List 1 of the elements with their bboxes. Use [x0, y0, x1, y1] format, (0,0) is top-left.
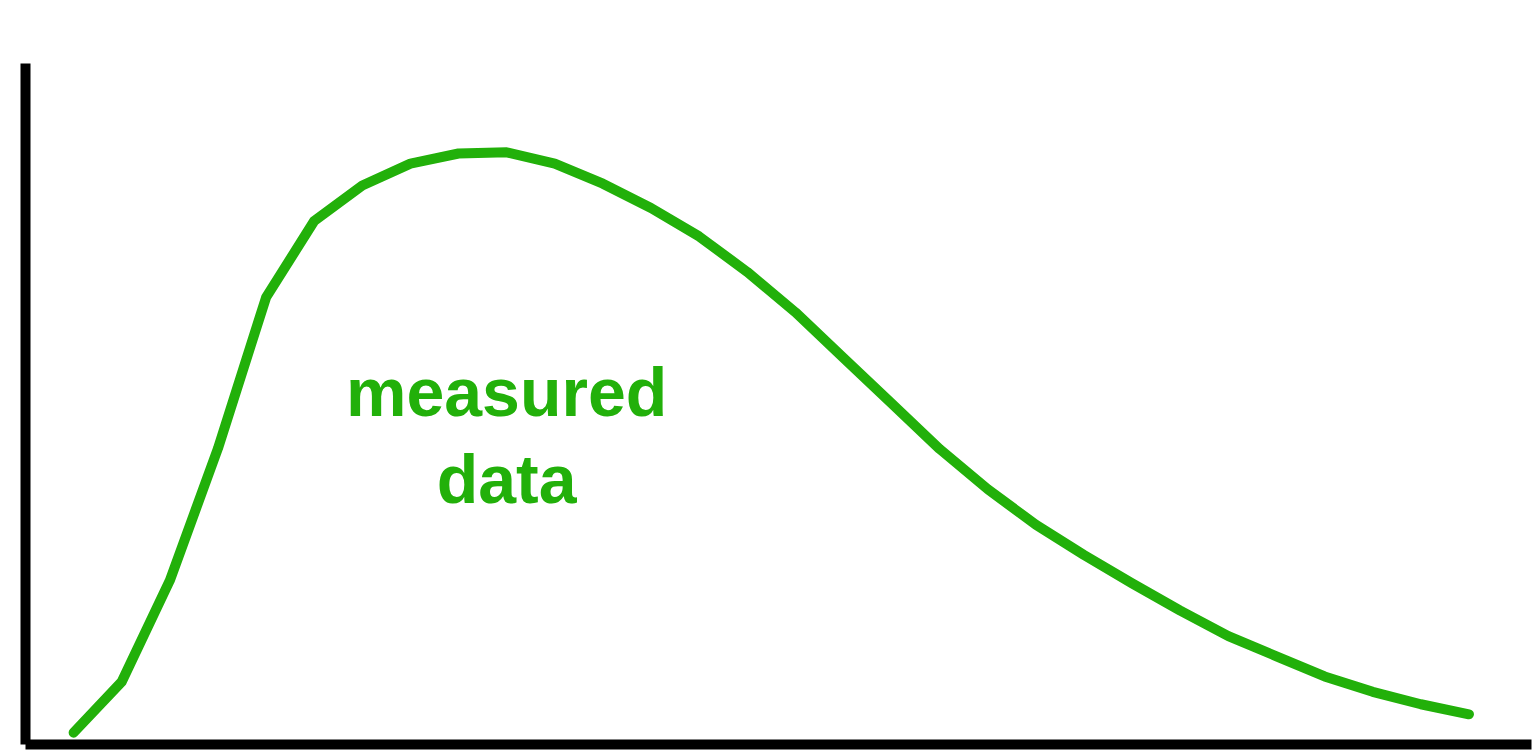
- annotation: measured data: [346, 353, 668, 518]
